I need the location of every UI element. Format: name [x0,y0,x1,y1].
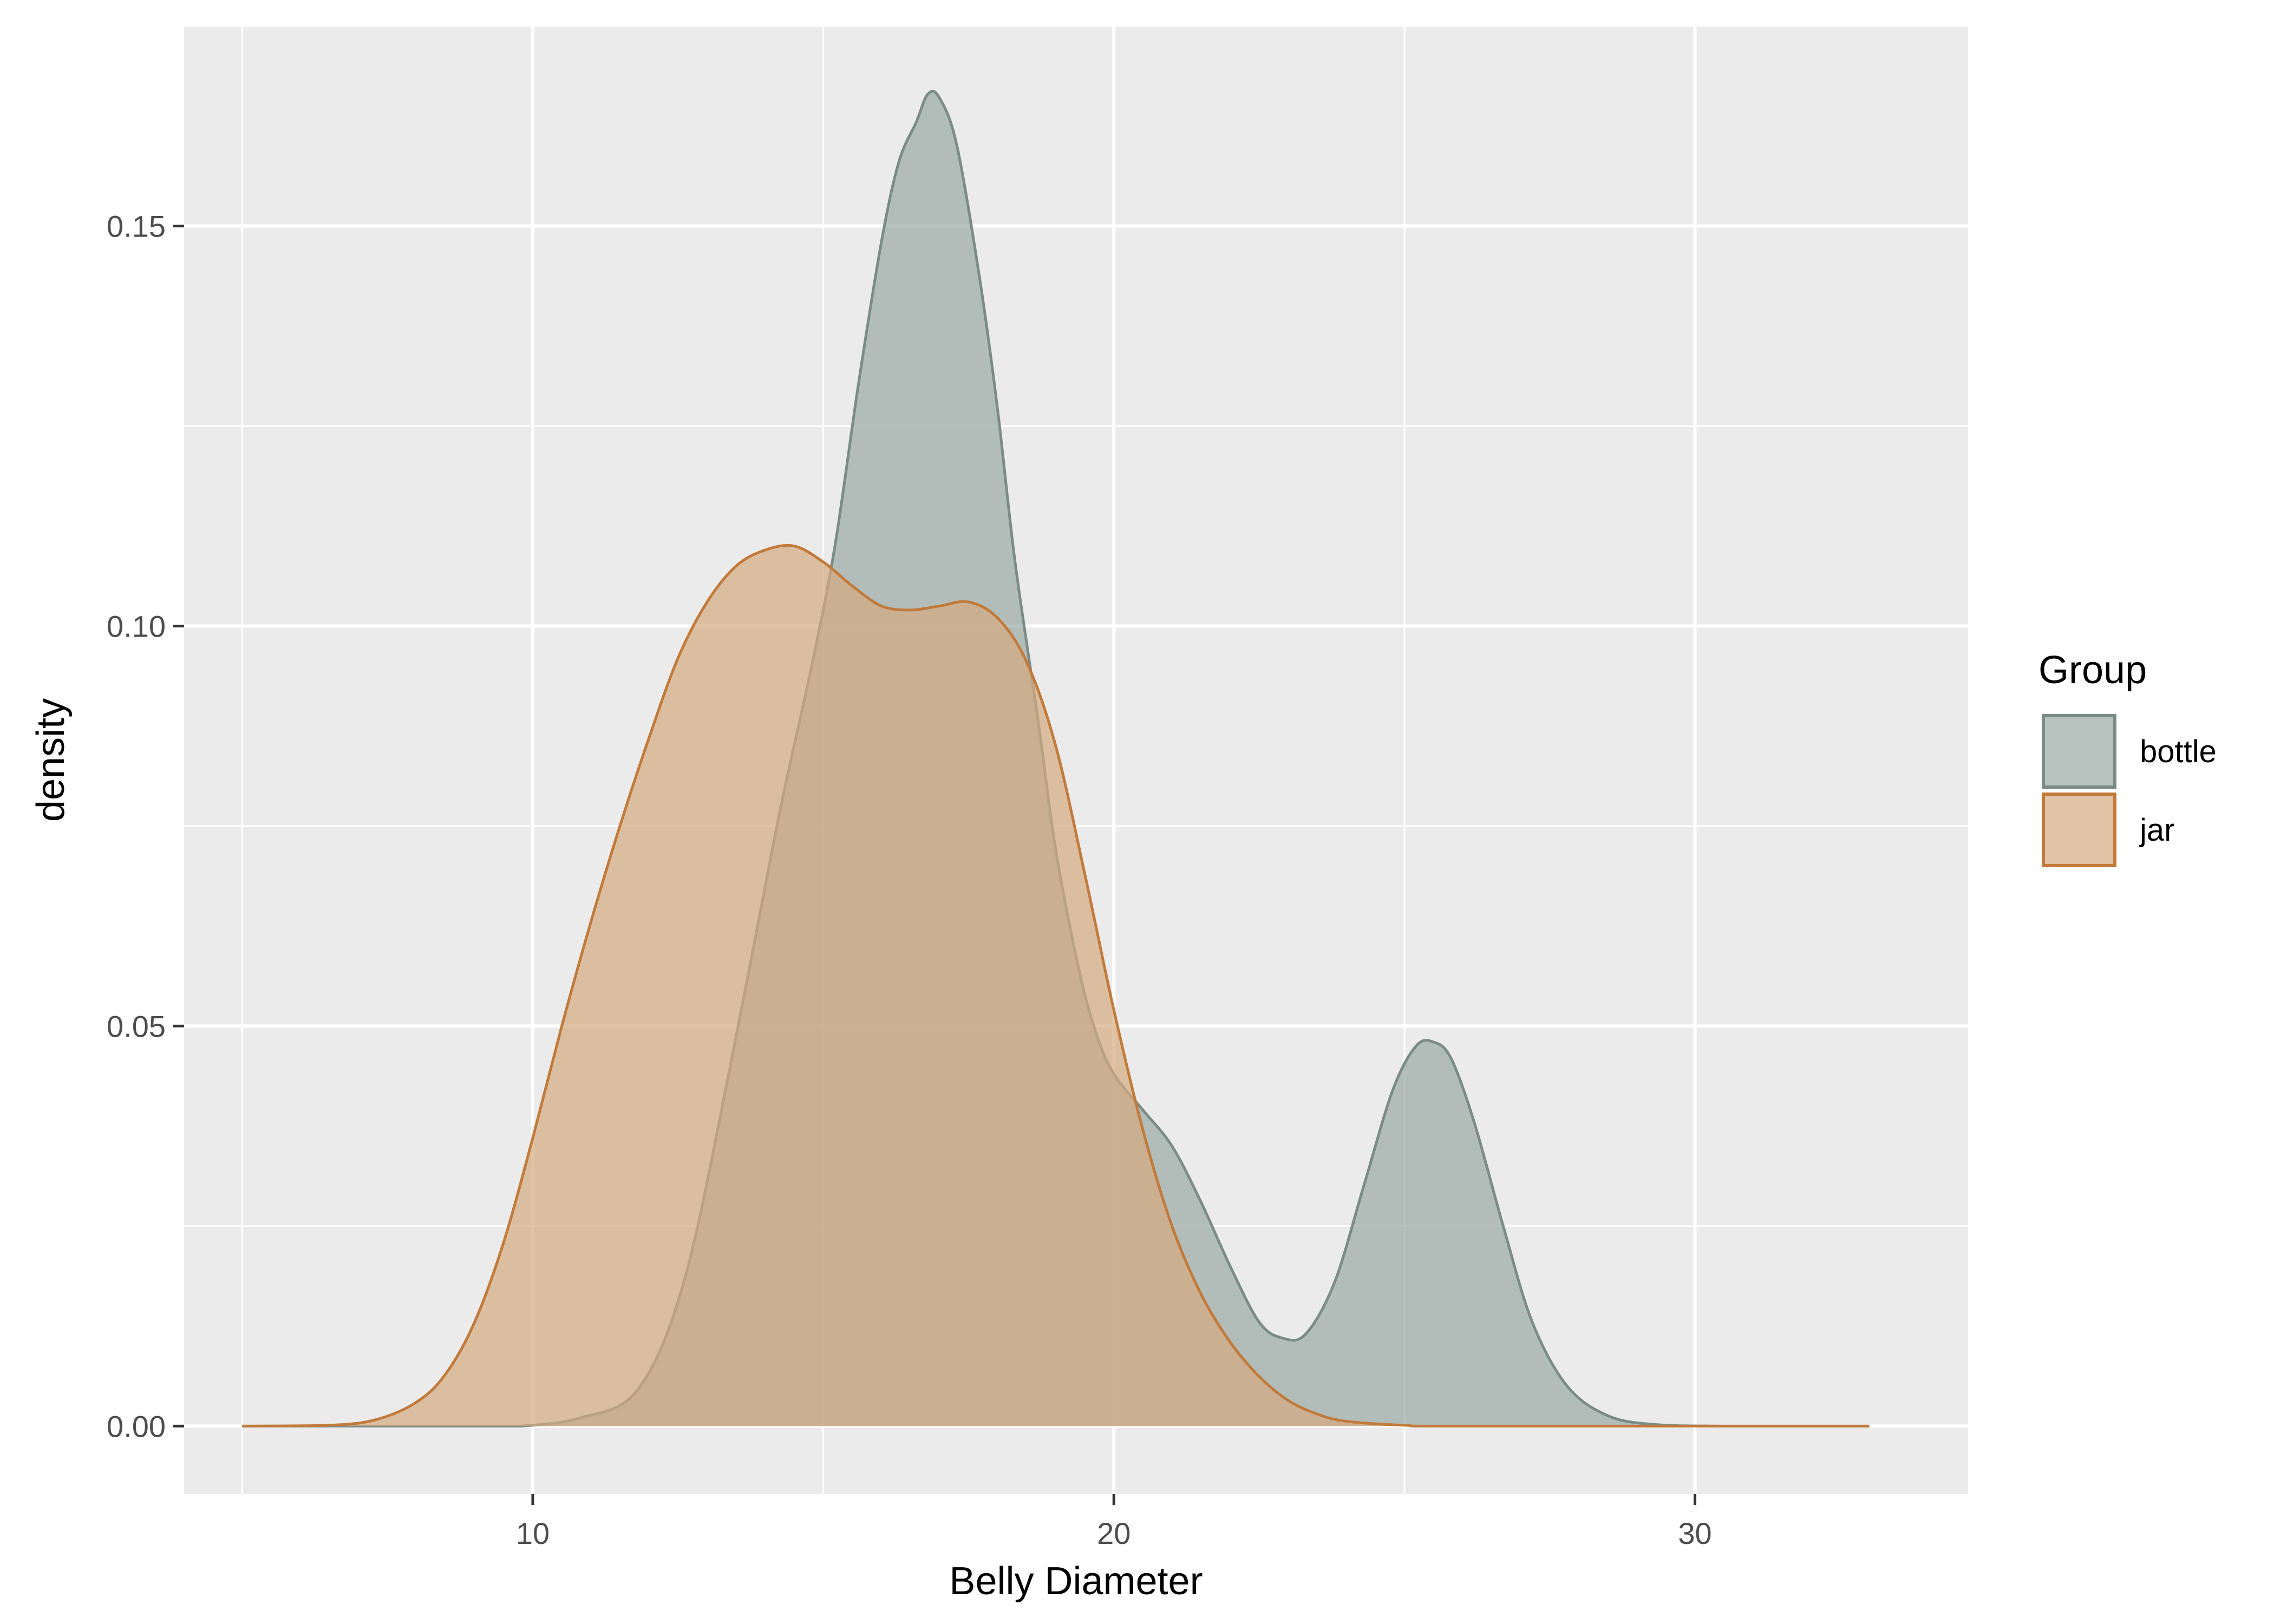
density-area-bottle [242,91,1870,1426]
legend-key-jar [2042,793,2116,867]
legend-key-bottle [2042,714,2116,789]
x-axis: 10 20 30 [516,1494,1712,1550]
density-line-jar [242,543,1870,1427]
y-tick-label: 0.05 [107,1009,166,1043]
legend-items: bottle jar [2042,714,2217,867]
y-tick-label: 0.15 [107,209,166,243]
legend-title: Group [2038,649,2147,692]
x-tick-label: 10 [516,1516,550,1550]
x-tick-label: 30 [1678,1516,1711,1550]
y-tick-label: 0.10 [107,609,166,643]
legend-label-bottle: bottle [2140,734,2217,769]
x-tick-label: 20 [1097,1516,1131,1550]
legend-label-jar: jar [2139,813,2174,848]
y-axis-title: density [29,698,73,822]
y-tick-label: 0.00 [107,1409,166,1443]
density-areas [242,89,1870,1427]
y-axis: 0.00 0.05 0.10 0.15 [107,209,184,1443]
legend: Group bottle jar [2038,649,2217,867]
x-axis-title: Belly Diameter [949,1560,1203,1603]
density-area-jar [242,545,1870,1426]
